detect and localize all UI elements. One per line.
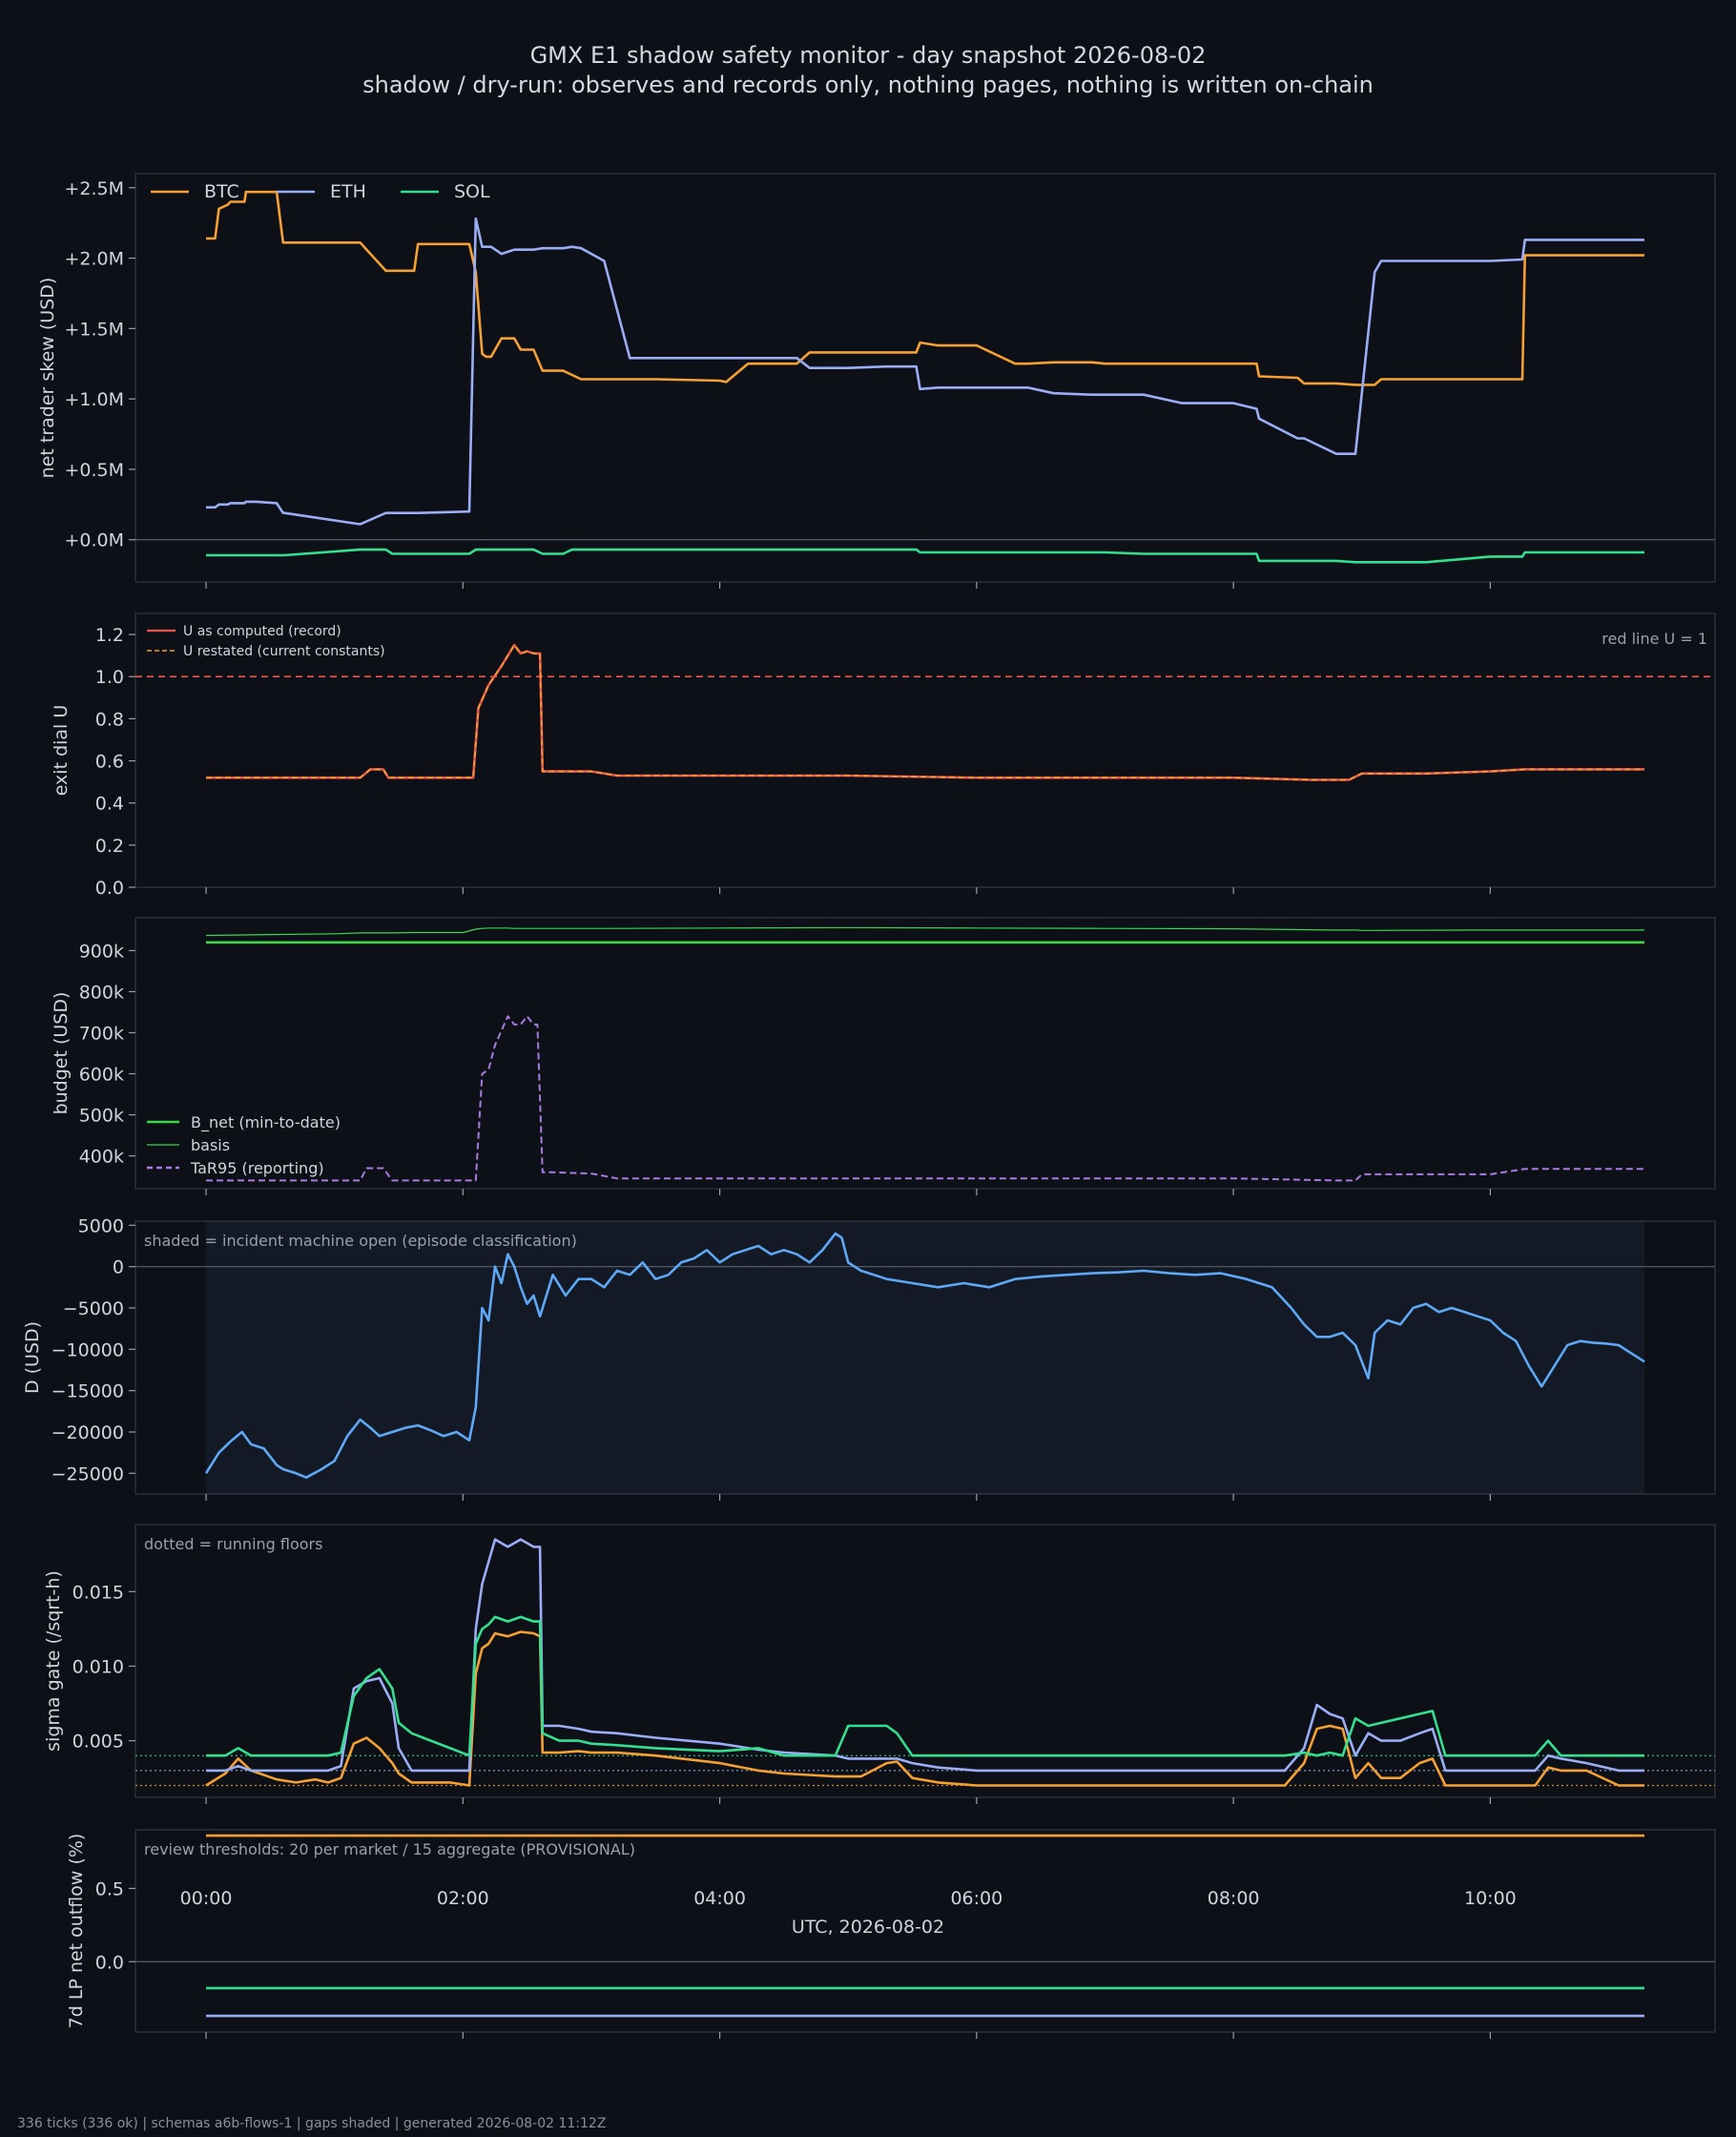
y-tick-label: 1.2: [95, 625, 124, 646]
legend-entry: B_net (min-to-date): [191, 1113, 341, 1132]
series-line-tar95-reporting: [206, 1015, 1644, 1182]
panel-frame: [134, 1524, 1716, 1798]
y-tick-label: +1.5M: [64, 319, 124, 340]
incident-shaded-region: [206, 1221, 1644, 1494]
y-tick-label: +2.5M: [64, 178, 124, 199]
legend-entry: U as computed (record): [183, 624, 341, 639]
panel-6: 0.0 0.5 7d LP net outflow (%) review thresh…: [66, 1829, 1716, 2039]
panel-2: 0.0 0.2 0.4 0.6 0.8 1.0 1.2 exit dial U red line…: [51, 612, 1716, 899]
y-axis-label: sigma gate (/sqrt-h): [43, 1570, 64, 1752]
panel-frame: [134, 612, 1716, 888]
y-tick-label: −20000: [52, 1422, 124, 1443]
panel-frame: [134, 1829, 1716, 2033]
y-tick-label: 700k: [79, 1023, 124, 1044]
y-tick-label: 0.6: [95, 752, 124, 773]
y-tick-label: +1.0M: [64, 389, 124, 410]
y-tick-label: 0.0: [95, 878, 124, 899]
y-tick-label: 0.2: [95, 836, 124, 857]
panel-annotation: shaded = incident machine open (episode …: [144, 1232, 577, 1250]
series-line-btc: [205, 1630, 1644, 1787]
x-tick-label: 00:00: [180, 1888, 233, 1909]
series-line-basis: [205, 926, 1644, 937]
y-tick-label: 5000: [78, 1215, 124, 1236]
y-tick-label: 0.4: [95, 794, 124, 815]
legend-entry-eth: ETH: [330, 181, 366, 202]
footer-status: 336 ticks (336 ok) | schemas a6b-flows-1…: [17, 2116, 606, 2131]
series-line-d: [204, 1232, 1645, 1479]
y-tick-label: 0.5: [95, 1878, 124, 1899]
legend-entry-sol: SOL: [454, 181, 490, 202]
y-tick-label: 500k: [79, 1106, 124, 1127]
x-tick-label: 04:00: [693, 1888, 746, 1909]
panel-3: 400k 500k 600k 700k 800k 900k budget (USD) B_ne…: [51, 917, 1716, 1195]
x-axis: 00:00 02:00 04:00 06:00 08:00 10:00: [180, 1888, 1517, 1909]
legend-entry-btc: BTC: [204, 181, 239, 202]
y-tick-label: +0.0M: [64, 530, 124, 551]
y-axis-label: D (USD): [22, 1321, 43, 1394]
y-tick-label: −5000: [63, 1298, 124, 1319]
series-line-u-as-computed-record: [206, 643, 1644, 781]
legend-entry: U restated (current constants): [183, 644, 385, 659]
y-tick-label: +0.5M: [64, 460, 124, 481]
series-line-eth: [206, 217, 1644, 526]
x-tick-label: 08:00: [1208, 1888, 1260, 1909]
legend: U as computed (record) U restated (curren…: [147, 624, 385, 659]
chart-panels: +0.0M +0.5M +1.0M +1.5M +2.0M +2.5M net trader…: [22, 173, 1716, 2039]
panel-frame: [134, 917, 1716, 1190]
panel-annotation: review thresholds: 20 per market / 15 ag…: [144, 1840, 635, 1858]
series-line-sol: [206, 548, 1644, 564]
legend: B_net (min-to-date) basis TaR95 (reporting…: [147, 1113, 341, 1177]
legend-entry: basis: [191, 1136, 230, 1154]
panel-4: −25000 −20000 −15000 −10000 −5000 0 5000 D (USD…: [22, 1215, 1716, 1501]
y-axis-label: exit dial U: [51, 705, 72, 797]
x-tick-label: 02:00: [437, 1888, 489, 1909]
y-tick-label: 400k: [79, 1147, 124, 1168]
legend-entry: TaR95 (reporting): [190, 1159, 324, 1177]
y-tick-label: 0.010: [72, 1656, 124, 1677]
y-tick-label: −25000: [52, 1463, 124, 1484]
figure-title: GMX E1 shadow safety monitor - day snaps…: [530, 42, 1207, 69]
y-tick-label: −15000: [52, 1381, 124, 1402]
x-tick-label: 10:00: [1464, 1888, 1517, 1909]
panel-5: 0.005 0.010 0.015 sigma gate (/sqrt-h) dotte…: [43, 1524, 1716, 1804]
y-tick-label: −10000: [52, 1339, 124, 1360]
panel-frame: [134, 173, 1716, 583]
series-line-sol: [206, 1615, 1644, 1757]
legend: BTC ETH SOL: [151, 181, 490, 202]
y-tick-label: +2.0M: [64, 249, 124, 270]
y-tick-label: 800k: [79, 982, 124, 1003]
y-tick-label: 0: [113, 1257, 124, 1278]
y-tick-label: 0.005: [72, 1732, 124, 1753]
figure-subtitle: shadow / dry-run: observes and records o…: [362, 72, 1374, 98]
x-axis-label: UTC, 2026-08-02: [792, 1917, 944, 1938]
y-axis-label: budget (USD): [51, 992, 72, 1115]
panel-annotation: dotted = running floors: [144, 1535, 322, 1553]
series-line-btc: [206, 190, 1644, 386]
series-line-eth: [206, 1538, 1644, 1773]
y-axis-label: net trader skew (USD): [37, 278, 58, 479]
y-tick-label: 0.0: [95, 1952, 124, 1973]
x-tick-label: 06:00: [950, 1888, 1002, 1909]
y-axis-label: 7d LP net outflow (%): [66, 1834, 87, 2029]
panel-1: +0.0M +0.5M +1.0M +1.5M +2.0M +2.5M net trader…: [37, 173, 1716, 589]
red-line-label: red line U = 1: [1602, 630, 1707, 648]
y-tick-label: 600k: [79, 1065, 124, 1086]
y-tick-label: 0.8: [95, 709, 124, 730]
y-tick-label: 900k: [79, 941, 124, 962]
y-tick-label: 1.0: [95, 667, 124, 688]
y-tick-label: 0.015: [72, 1582, 124, 1603]
